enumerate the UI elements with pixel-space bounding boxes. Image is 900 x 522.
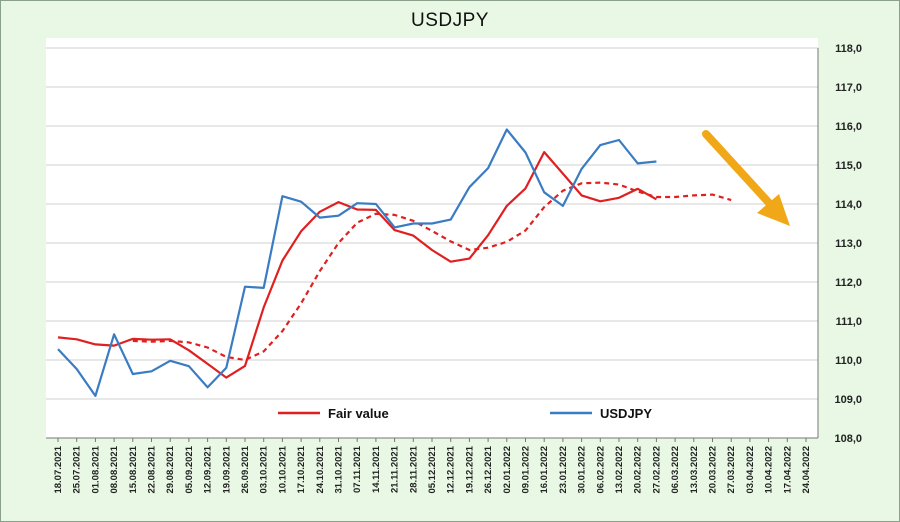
- x-tick-label: 12.12.2021: [446, 445, 457, 493]
- x-tick-label: 13.03.2022: [689, 446, 700, 494]
- x-tick-label: 31.10.2021: [334, 445, 345, 493]
- plot-area: [46, 38, 818, 438]
- x-tick-label: 25.07.2021: [72, 445, 83, 493]
- x-tick-label: 22.08.2021: [147, 445, 158, 493]
- x-tick-label: 24.10.2021: [315, 445, 326, 493]
- x-tick-label: 06.02.2022: [595, 446, 606, 494]
- y-tick-label: 108,0: [834, 433, 862, 445]
- y-tick-label: 115,0: [835, 160, 862, 172]
- x-tick-label: 05.12.2021: [427, 445, 438, 493]
- y-tick-label: 117,0: [835, 82, 862, 94]
- y-tick-label: 114,0: [835, 199, 862, 211]
- y-tick-label: 110,0: [835, 355, 862, 367]
- legend-usdjpy-label: USDJPY: [600, 406, 652, 421]
- x-tick-label: 26.12.2021: [483, 445, 494, 493]
- series-line-dashed-1: [132, 181, 732, 362]
- x-tick-label: 16.01.2022: [539, 446, 550, 494]
- x-tick-label: 21.11.2021: [390, 445, 401, 493]
- x-tick-label: 05.09.2021: [184, 445, 195, 493]
- x-tick-label: 27.02.2022: [651, 446, 662, 494]
- x-tick-label: 08.08.2021: [109, 445, 120, 493]
- y-tick-label: 112,0: [835, 277, 862, 289]
- x-tick-label: 29.08.2021: [165, 445, 176, 493]
- x-tick-label: 19.09.2021: [221, 445, 232, 493]
- series-lines: [57, 128, 732, 397]
- x-tick-label: 03.10.2021: [259, 445, 270, 493]
- x-tick-label: 06.03.2022: [670, 446, 681, 494]
- x-tick-label: 12.09.2021: [203, 445, 214, 493]
- x-tick-label: 23.01.2022: [558, 446, 569, 494]
- x-tick-label: 09.01.2022: [521, 446, 532, 494]
- grid-lines: [46, 47, 818, 439]
- x-tick-label: 18.07.2021: [53, 445, 64, 493]
- x-tick-label: 17.10.2021: [296, 445, 307, 493]
- y-tick-label: 109,0: [834, 394, 862, 406]
- x-tick-label: 28.11.2021: [408, 445, 419, 493]
- x-tick-label: 14.11.2021: [371, 445, 382, 493]
- x-tick-label: 02.01.2022: [502, 446, 513, 494]
- x-axis: 18.07.2021 25.07.2021 01.08.2021 08.08.2021…: [46, 437, 818, 494]
- x-tick-label: 10.04.2022: [764, 446, 775, 494]
- legend-fair-value-label: Fair value: [328, 406, 389, 421]
- legend: Fair value USDJPY: [278, 406, 652, 421]
- y-axis: 108,0 109,0 110,0 111,0 112,0 113,0 114,0 115,0…: [817, 43, 862, 445]
- y-tick-label: 116,0: [835, 121, 862, 133]
- chart-title: USDJPY: [411, 10, 489, 31]
- x-tick-label: 17.04.2022: [782, 446, 793, 494]
- x-tick-label: 10.10.2021: [277, 445, 288, 493]
- x-tick-label: 20.02.2022: [633, 446, 644, 494]
- x-tick-label: 01.08.2021: [90, 445, 101, 493]
- x-tick-label: 26.09.2021: [240, 445, 251, 493]
- x-tick-label: 24.04.2022: [801, 446, 812, 494]
- series-line-usdjpy: [57, 128, 657, 397]
- y-tick-label: 113,0: [835, 238, 862, 250]
- x-tick-label: 30.01.2022: [577, 446, 588, 494]
- y-tick-label: 111,0: [836, 316, 862, 328]
- x-tick-label: 03.04.2022: [745, 446, 756, 494]
- x-tick-label: 07.11.2021: [352, 445, 363, 493]
- x-tick-label: 13.02.2022: [614, 446, 625, 494]
- y-tick-label: 118,0: [835, 43, 862, 55]
- x-tick-label: 15.08.2021: [128, 445, 139, 493]
- down-arrow-icon: [702, 130, 790, 226]
- x-tick-label: 20.03.2022: [708, 446, 719, 494]
- series-line-fair-value: [57, 151, 657, 379]
- x-tick-label: 27.03.2022: [726, 446, 737, 494]
- x-tick-label: 19.12.2021: [464, 445, 475, 493]
